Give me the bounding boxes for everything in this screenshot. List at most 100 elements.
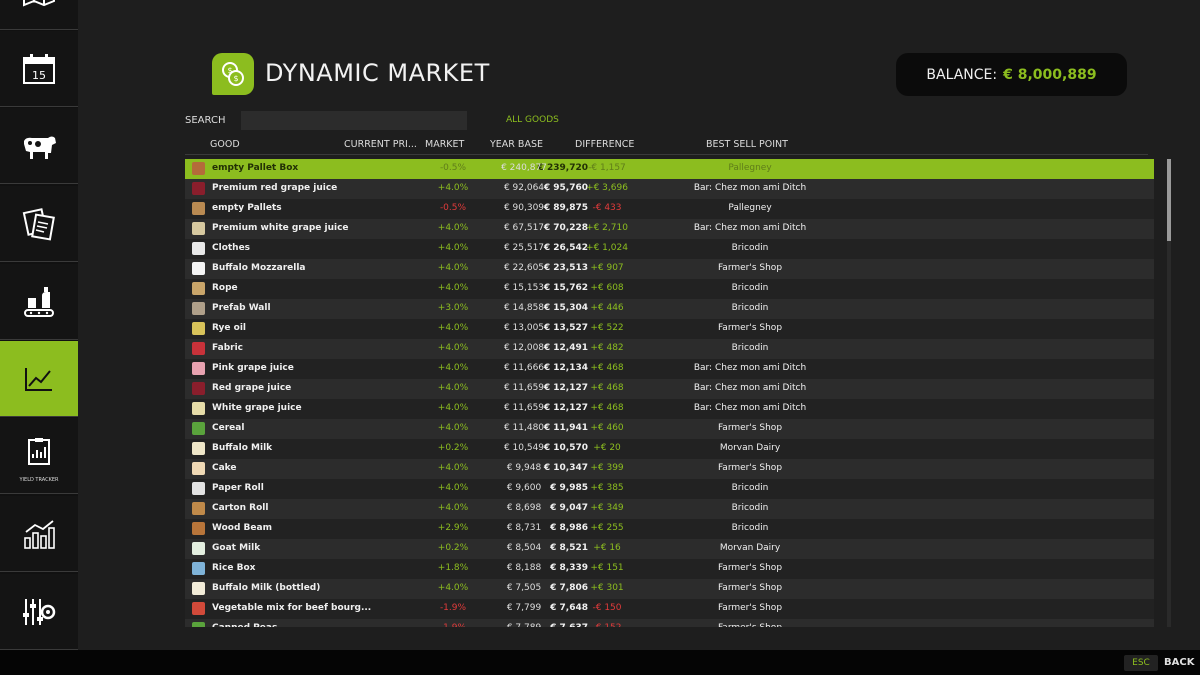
back-button[interactable]: BACK	[1164, 657, 1195, 668]
sidebar-item-production[interactable]	[0, 264, 78, 340]
table-row[interactable]: White grape juice € 12,127 +4.0% € 11,659 +€…	[185, 399, 1154, 419]
table-row[interactable]: Paper Roll € 9,985 +4.0% € 9,600 +€ 385 Brico…	[185, 479, 1154, 499]
table-row[interactable]: Rice Box € 8,339 +1.8% € 8,188 +€ 151 Farmer'…	[185, 559, 1154, 579]
table-row[interactable]: empty Pallets € 89,875 -0.5% € 90,309 -€ 433…	[185, 199, 1154, 219]
year-base: € 11,659	[503, 403, 545, 413]
column-header-year-base[interactable]: YEAR BASE	[490, 139, 543, 150]
table-row[interactable]: Fabric € 12,491 +4.0% € 12,008 +€ 482 Bricodi…	[185, 339, 1154, 359]
good-icon	[192, 542, 205, 555]
good-icon	[192, 302, 205, 315]
table-row[interactable]: Wood Beam € 8,986 +2.9% € 8,731 +€ 255 Bricod…	[185, 519, 1154, 539]
sidebar-item-animals[interactable]	[0, 108, 78, 184]
year-base: € 8,504	[506, 543, 542, 553]
scrollbar-thumb[interactable]	[1167, 159, 1171, 241]
current-price: € 12,127	[543, 403, 588, 413]
line-chart-icon	[25, 367, 52, 391]
esc-key-button[interactable]: ESC	[1124, 655, 1158, 671]
table-row[interactable]: Carton Roll € 9,047 +4.0% € 8,698 +€ 349 Bric…	[185, 499, 1154, 519]
good-name: empty Pallets	[212, 203, 282, 213]
good-icon	[192, 442, 205, 455]
market-change: -1.9%	[439, 603, 467, 613]
table-row[interactable]: Premium white grape juice € 70,228 +4.0% € …	[185, 219, 1154, 239]
column-header-market[interactable]: MARKET	[425, 139, 465, 150]
sidebar-item-prices[interactable]	[0, 341, 84, 417]
table-row[interactable]: Buffalo Milk (bottled) € 7,806 +4.0% € 7,50…	[185, 579, 1154, 599]
difference: +€ 446	[590, 303, 624, 313]
year-base: € 8,731	[506, 523, 542, 533]
table-row[interactable]: Canned Peas € 7,637 -1.9% € 7,789-€ 152 Farm…	[185, 619, 1154, 627]
sidebar-item-settings[interactable]	[0, 574, 78, 650]
sidebar-item-contracts[interactable]	[0, 186, 78, 262]
best-sell-point: Bar: Chez mon ami Ditch	[693, 363, 807, 373]
balance-value: € 8,000,889	[1003, 66, 1097, 83]
current-price: € 13,527	[543, 323, 588, 333]
sidebar: 15 YIELD TRACKER	[0, 0, 84, 650]
market-change: +4.0%	[437, 343, 469, 353]
sidebar-item-map[interactable]	[0, 0, 78, 30]
sidebar-item-yield-tracker[interactable]: YIELD TRACKER	[0, 418, 78, 494]
column-header-best-sell-point[interactable]: BEST SELL POINT	[706, 139, 788, 150]
best-sell-point: Pallegney	[728, 203, 772, 213]
table-row[interactable]: Rye oil € 13,527 +4.0% € 13,005 +€ 522 Farmer…	[185, 319, 1154, 339]
current-price: € 12,134	[543, 363, 588, 373]
difference: -€ 152	[565, 623, 649, 627]
table-row[interactable]: empty Pallet Box € 239,720 -0.5% € 240,877 -…	[185, 159, 1154, 179]
table-row[interactable]: Goat Milk € 8,521 +0.2% € 8,504 +€ 16 Morvan …	[185, 539, 1154, 559]
sidebar-item-statistics[interactable]	[0, 496, 78, 572]
column-header-difference[interactable]: DIFFERENCE	[575, 139, 635, 150]
column-header-current-price[interactable]: CURRENT PRI...	[344, 139, 417, 150]
goods-filter[interactable]: ALL GOODS	[506, 115, 559, 125]
calendar-day: 15	[32, 69, 46, 82]
sidebar-item-calendar[interactable]: 15	[0, 31, 78, 107]
good-icon	[192, 282, 205, 295]
map-icon	[23, 0, 55, 6]
market-change: +4.0%	[437, 183, 469, 193]
table-row[interactable]: Pink grape juice € 12,134 +4.0% € 11,666 +€ …	[185, 359, 1154, 379]
current-price: € 7,637	[550, 623, 588, 627]
column-header-good[interactable]: GOOD	[210, 139, 240, 150]
good-name: Clothes	[212, 243, 251, 253]
table-row[interactable]: Rope € 15,762 +4.0% € 15,153 +€ 608 Bricodin	[185, 279, 1154, 299]
scrollbar[interactable]	[1167, 159, 1171, 627]
table-row[interactable]: Red grape juice € 12,127 +4.0% € 11,659 +€ 4…	[185, 379, 1154, 399]
search-input[interactable]	[241, 111, 467, 130]
good-name: Goat Milk	[212, 543, 261, 553]
difference: +€ 349	[590, 503, 624, 513]
table-row[interactable]: Buffalo Mozzarella € 23,513 +4.0% € 22,605 +…	[185, 259, 1154, 279]
current-price: € 10,570	[543, 443, 588, 453]
good-icon	[192, 482, 205, 495]
good-name: Rice Box	[212, 563, 256, 573]
difference: +€ 20	[593, 443, 621, 453]
year-base: € 7,505	[506, 583, 542, 593]
good-name: Paper Roll	[212, 483, 264, 493]
year-base: € 9,600	[506, 483, 542, 493]
good-icon	[192, 242, 205, 255]
good-name: Vegetable mix for beef bourg...	[212, 603, 372, 613]
table-row[interactable]: Cake € 10,347 +4.0% € 9,948 +€ 399 Farmer's S…	[185, 459, 1154, 479]
table-row[interactable]: Cereal € 11,941 +4.0% € 11,480 +€ 460 Farmer'…	[185, 419, 1154, 439]
best-sell-point: Bricodin	[731, 303, 769, 313]
difference: +€ 16	[593, 543, 621, 553]
good-icon	[192, 362, 205, 375]
current-price: € 70,228	[543, 223, 588, 233]
table-row[interactable]: Clothes € 26,542 +4.0% € 25,517 +€ 1,024 Bric…	[185, 239, 1154, 259]
best-sell-point: Bar: Chez mon ami Ditch	[693, 223, 807, 233]
current-price: € 89,875	[543, 203, 588, 213]
table-row[interactable]: Premium red grape juice € 95,760 +4.0% € 92…	[185, 179, 1154, 199]
market-change: +3.0%	[437, 303, 469, 313]
table-row[interactable]: Prefab Wall € 15,304 +3.0% € 14,858 +€ 446 Br…	[185, 299, 1154, 319]
good-icon	[192, 582, 205, 595]
difference: +€ 460	[590, 423, 624, 433]
good-name: Pink grape juice	[212, 363, 294, 373]
good-name: Red grape juice	[212, 383, 292, 393]
table-row[interactable]: Vegetable mix for beef bourg... € 7,648 -1…	[185, 599, 1154, 619]
good-name: Buffalo Milk	[212, 443, 273, 453]
current-price: € 8,339	[550, 563, 588, 573]
year-base: € 92,064	[503, 183, 545, 193]
market-change: +4.0%	[437, 363, 469, 373]
current-price: € 7,648	[550, 603, 588, 613]
good-icon	[192, 602, 205, 615]
good-name: Buffalo Milk (bottled)	[212, 583, 321, 593]
table-row[interactable]: Buffalo Milk € 10,570 +0.2% € 10,549 +€ 20 Mo…	[185, 439, 1154, 459]
difference: -€ 150	[592, 603, 622, 613]
